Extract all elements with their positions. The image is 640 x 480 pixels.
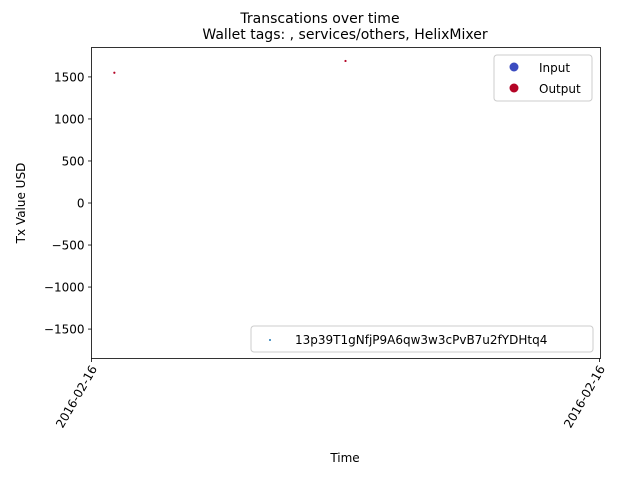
y-tick-label: 500 xyxy=(62,154,85,168)
y-axis-ticks: −1500 −1000 −500 0 500 1000 1500 xyxy=(44,70,92,337)
y-tick-label: −500 xyxy=(52,239,85,253)
legend-input-marker xyxy=(509,62,519,72)
y-axis-label: Tx Value USD xyxy=(14,163,28,245)
legend-input-label: Input xyxy=(539,61,570,75)
legend-type-box xyxy=(493,54,593,102)
legend-wallet-label: 13p39T1gNfjP9A6qw3w3cPvB7u2fYDHtq4 xyxy=(295,333,547,347)
y-tick-label: 1500 xyxy=(54,70,85,84)
legend-output-marker xyxy=(509,83,519,93)
legend-output-label: Output xyxy=(539,82,581,96)
legend-wallet-marker xyxy=(269,339,271,341)
data-point xyxy=(344,59,347,63)
legend-type: Input Output xyxy=(493,54,593,102)
x-axis-label: Time xyxy=(329,451,359,465)
legend-wallet-box xyxy=(250,325,594,353)
legend-wallet: 13p39T1gNfjP9A6qw3w3cPvB7u2fYDHtq4 xyxy=(250,325,594,353)
y-tick-label: 0 xyxy=(77,197,85,211)
data-point xyxy=(113,71,116,74)
plot-frame xyxy=(91,47,601,359)
chart-title: Transcations over time xyxy=(239,11,399,27)
y-tick-label: −1500 xyxy=(44,323,85,337)
data-points xyxy=(113,59,347,74)
y-tick-label: 1000 xyxy=(54,112,85,126)
chart-subtitle: Wallet tags: , services/others, HelixMix… xyxy=(202,27,487,43)
y-tick-label: −1000 xyxy=(44,281,85,295)
